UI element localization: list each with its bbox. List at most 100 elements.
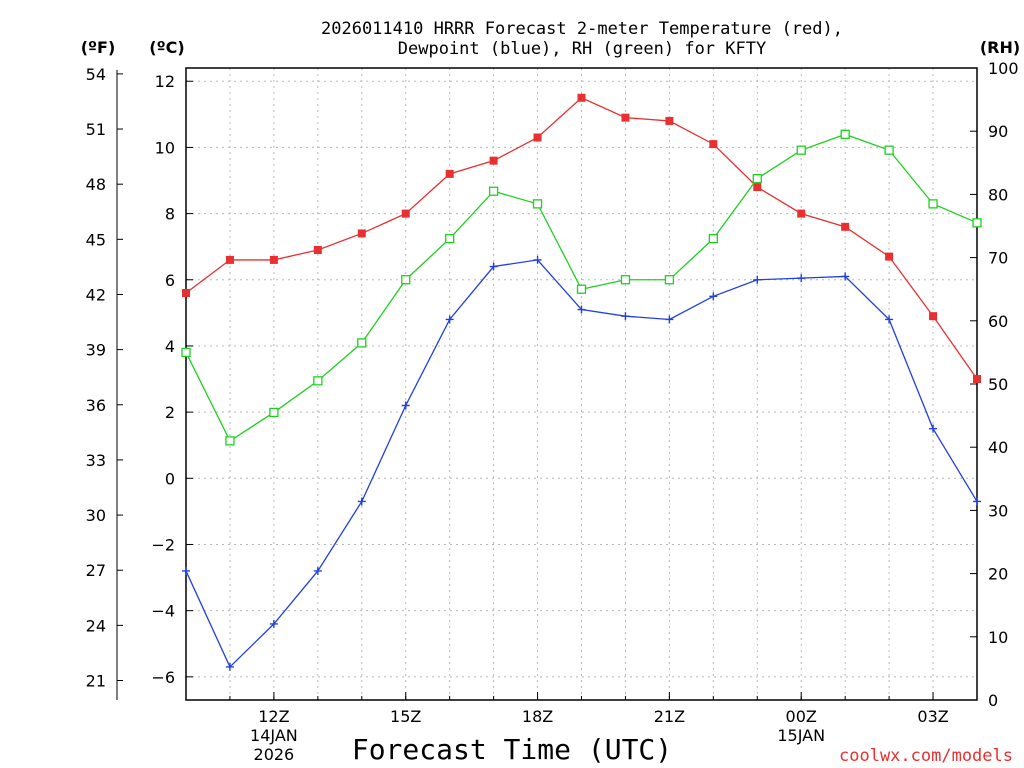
dewpoint-point — [665, 315, 674, 324]
dewpoint-point — [313, 566, 322, 575]
rh-point — [708, 233, 718, 244]
temperature-point — [973, 375, 981, 384]
dewpoint-point — [357, 497, 366, 506]
series-layer — [181, 93, 982, 671]
dewpoint-point — [269, 619, 278, 628]
rh-point — [576, 284, 587, 294]
temperature-point — [401, 209, 410, 218]
credit-link[interactable]: coolwx.com/models — [839, 746, 1013, 766]
rh-series — [181, 129, 982, 446]
fahrenheit-tick-label: 54 — [86, 65, 106, 84]
grid-lines — [186, 68, 977, 700]
temperature-point — [533, 133, 542, 142]
temperature-point — [709, 140, 718, 149]
rh-unit-label: (RH) — [980, 38, 1020, 57]
rh-tick-label: 40 — [988, 438, 1008, 457]
celsius-tick-label: 8 — [165, 205, 175, 224]
temperature-point — [621, 113, 630, 122]
rh-point — [928, 199, 938, 209]
x-tick-label: 00Z — [786, 707, 817, 726]
rh-point — [357, 338, 367, 348]
rh-point — [445, 233, 455, 244]
rh-point — [401, 275, 411, 285]
celsius-tick-label: 0 — [165, 469, 175, 488]
rh-point — [225, 436, 235, 446]
temperature-point — [182, 289, 190, 298]
celsius-axis: −6 −4 −2 0 2 4 6 8 10 12 — [151, 72, 193, 687]
dewpoint-point — [885, 315, 894, 324]
chart-title-line2: Dewpoint (blue), RH (green) for KFTY — [398, 39, 766, 59]
temperature-series — [182, 93, 981, 384]
fahrenheit-tick-label: 51 — [86, 120, 106, 139]
x-tick-label: 15Z — [390, 707, 421, 726]
fahrenheit-tick-label: 24 — [86, 616, 106, 635]
temperature-point — [577, 93, 586, 102]
fahrenheit-tick-label: 42 — [86, 285, 106, 304]
rh-tick-label: 90 — [988, 122, 1008, 141]
rh-point — [620, 275, 631, 285]
temperature-point — [665, 116, 674, 125]
temperature-point — [313, 245, 322, 254]
x-tick-label: 18Z — [522, 707, 553, 726]
dewpoint-point — [182, 566, 190, 575]
x-date-label: 14JAN — [250, 726, 298, 745]
celsius-tick-label: 12 — [155, 72, 175, 91]
dewpoint-point — [401, 401, 410, 410]
dewpoint-point — [533, 255, 542, 264]
x-tick-label: 21Z — [654, 707, 685, 726]
rh-point — [488, 186, 499, 196]
temperature-line — [185, 97, 978, 380]
temperature-point — [885, 252, 894, 261]
fahrenheit-axis: 21 24 27 30 33 36 39 42 45 48 51 54 — [86, 65, 123, 700]
dewpoint-point — [225, 662, 234, 671]
dewpoint-series — [182, 255, 981, 671]
rh-point — [269, 407, 279, 418]
rh-point — [796, 145, 806, 155]
fahrenheit-tick-label: 27 — [86, 561, 106, 580]
temperature-point — [445, 169, 454, 178]
rh-tick-label: 70 — [988, 249, 1008, 268]
temperature-point — [753, 183, 762, 192]
dewpoint-point — [929, 424, 938, 433]
fahrenheit-unit-label: (ºF) — [81, 38, 116, 57]
rh-tick-label: 50 — [988, 375, 1008, 394]
temperature-point — [929, 312, 938, 321]
dewpoint-point — [489, 262, 498, 271]
dewpoint-point — [577, 305, 586, 314]
celsius-tick-label: 6 — [165, 271, 175, 290]
dewpoint-point — [445, 315, 454, 324]
celsius-tick-label: 2 — [165, 403, 175, 422]
rh-axis: 0 10 20 30 40 50 60 70 80 90 100 — [970, 59, 1019, 710]
temperature-point — [489, 156, 498, 165]
fahrenheit-tick-label: 21 — [86, 672, 106, 691]
celsius-unit-label: (ºC) — [149, 38, 184, 57]
x-tick-label: 12Z — [258, 707, 289, 726]
dewpoint-point — [797, 274, 806, 283]
rh-tick-label: 0 — [988, 691, 998, 710]
fahrenheit-tick-label: 30 — [86, 506, 106, 525]
rh-point — [884, 145, 894, 155]
x-axis-label: Forecast Time (UTC) — [352, 733, 672, 766]
temperature-point — [841, 222, 850, 231]
x-date-label: 15JAN — [777, 726, 825, 745]
rh-point — [181, 347, 191, 358]
celsius-tick-label: −6 — [151, 668, 175, 687]
rh-tick-label: 30 — [988, 501, 1008, 520]
temperature-point — [797, 209, 806, 218]
rh-point — [972, 218, 982, 228]
celsius-tick-label: 10 — [155, 138, 175, 157]
temperature-point — [357, 229, 366, 238]
rh-tick-label: 60 — [988, 312, 1008, 331]
dewpoint-point — [841, 272, 850, 281]
fahrenheit-tick-label: 45 — [86, 230, 106, 249]
fahrenheit-tick-label: 36 — [86, 396, 106, 415]
temperature-point — [269, 255, 278, 264]
celsius-tick-label: −4 — [151, 602, 175, 621]
x-year-label: 2026 — [254, 745, 295, 764]
rh-tick-label: 20 — [988, 565, 1008, 584]
x-tick-label: 03Z — [917, 707, 948, 726]
plot-frame — [185, 67, 978, 701]
rh-point — [752, 173, 762, 184]
